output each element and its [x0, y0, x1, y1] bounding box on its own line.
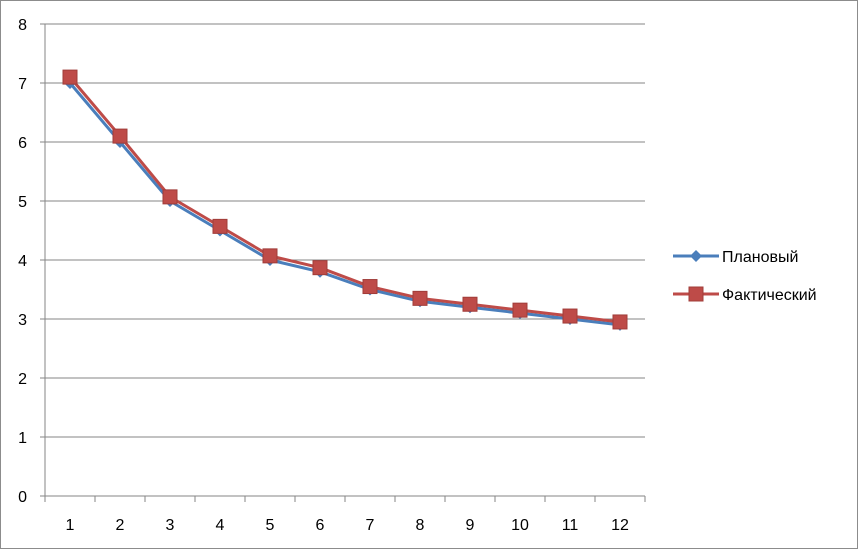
- point-actual-9: [462, 296, 478, 312]
- y-tick-label-3: 3: [18, 312, 27, 329]
- y-tick-label-0: 0: [18, 489, 27, 506]
- y-tick-label-2: 2: [18, 371, 27, 388]
- x-tick-label-6: 6: [316, 517, 325, 534]
- y-axis-tick-labels: 0 1 2 3 4 5 6 7 8: [18, 17, 27, 506]
- legend-item-plan: Плановый: [673, 249, 798, 266]
- x-tick-label-8: 8: [416, 517, 425, 534]
- legend-item-actual: Фактический: [673, 286, 817, 304]
- series-group: [62, 69, 628, 331]
- gridlines: [45, 23, 645, 438]
- x-tick-label-10: 10: [511, 517, 529, 534]
- legend-marker-actual: [688, 286, 704, 302]
- y-tick-label-8: 8: [18, 17, 27, 34]
- x-tick-label-5: 5: [266, 517, 275, 534]
- x-tick-label-7: 7: [366, 517, 375, 534]
- x-tick-label-4: 4: [216, 517, 225, 534]
- x-tick-label-2: 2: [116, 517, 125, 534]
- point-actual-6: [312, 260, 328, 276]
- x-tick-label-12: 12: [611, 517, 629, 534]
- x-tick-label-1: 1: [66, 517, 75, 534]
- point-actual-7: [362, 279, 378, 295]
- y-tick-label-6: 6: [18, 135, 27, 152]
- series-line-actual: [68, 76, 621, 324]
- legend-label-plan: Плановый: [722, 249, 798, 266]
- point-actual-3: [162, 189, 178, 205]
- y-tick-label-4: 4: [18, 253, 27, 270]
- series-line-plan: [68, 82, 621, 327]
- legend: Плановый Фактический: [673, 249, 817, 304]
- x-tick-label-9: 9: [466, 517, 475, 534]
- point-actual-2: [112, 128, 128, 144]
- x-axis-tick-labels: 1 2 3 4 5 6 7 8 9 10 11 12: [66, 517, 629, 534]
- y-tick-label-5: 5: [18, 194, 27, 211]
- x-tick-label-11: 11: [562, 517, 579, 534]
- legend-label-actual: Фактический: [722, 287, 817, 304]
- point-actual-11: [562, 308, 578, 324]
- axes: [40, 23, 646, 502]
- point-actual-4: [212, 218, 228, 234]
- point-actual-8: [412, 290, 428, 306]
- point-actual-1: [62, 69, 78, 85]
- y-tick-label-1: 1: [18, 430, 27, 447]
- point-actual-10: [512, 302, 528, 318]
- legend-marker-plan: [690, 250, 702, 262]
- x-tick-label-3: 3: [166, 517, 175, 534]
- point-actual-5: [262, 248, 278, 264]
- point-actual-12: [612, 314, 628, 330]
- y-tick-label-7: 7: [18, 76, 27, 93]
